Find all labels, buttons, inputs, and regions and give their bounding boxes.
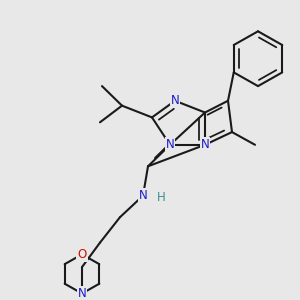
Text: N: N <box>78 287 86 300</box>
Text: O: O <box>77 248 87 261</box>
Text: N: N <box>166 138 174 151</box>
Text: H: H <box>157 191 165 204</box>
Text: N: N <box>201 138 209 151</box>
Text: N: N <box>171 94 179 107</box>
Text: N: N <box>139 189 147 202</box>
